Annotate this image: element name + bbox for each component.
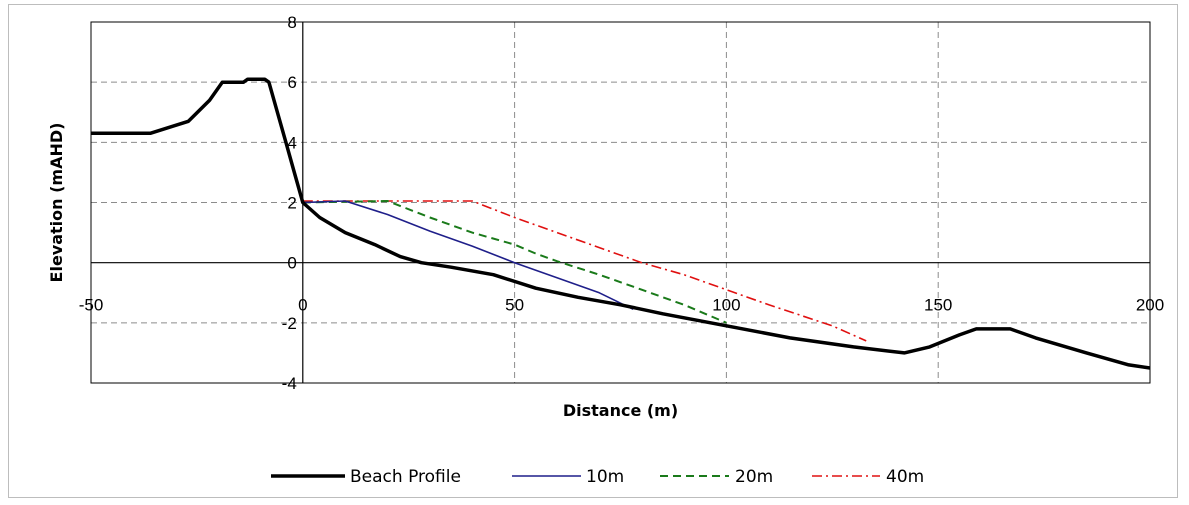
legend-label: 40m xyxy=(886,467,924,487)
x-tick-label: 200 xyxy=(1136,296,1164,315)
y-axis-title: Elevation (mAHD) xyxy=(47,123,66,283)
x-tick-label: 150 xyxy=(924,296,952,315)
y-tick-label: 0 xyxy=(287,254,296,273)
series-line-20m xyxy=(302,200,727,324)
series-layer xyxy=(91,77,1151,370)
series-line-40m xyxy=(302,200,867,342)
x-tick-label: -50 xyxy=(79,296,104,315)
x-axis-title: Distance (m) xyxy=(563,401,678,420)
x-tick-label: 100 xyxy=(712,296,740,315)
plot-area xyxy=(90,21,1151,384)
legend-label: 20m xyxy=(735,467,773,487)
y-tick-label: 6 xyxy=(287,73,296,92)
y-tick-label: 4 xyxy=(287,133,296,152)
chart-frame xyxy=(8,4,1178,498)
legend-label: Beach Profile xyxy=(350,467,461,487)
series-line-10m xyxy=(302,200,634,311)
x-tick-label: 50 xyxy=(505,296,524,315)
y-tick-label: -2 xyxy=(282,314,297,333)
legend: Beach Profile 10m 20m 40m xyxy=(271,467,924,487)
legend-label: 10m xyxy=(586,467,624,487)
x-tick-label: 0 xyxy=(298,296,307,315)
gridlines xyxy=(91,22,1150,383)
series-line-beach-profile xyxy=(91,77,1151,370)
y-tick-label: 8 xyxy=(287,13,296,32)
y-tick-label: 2 xyxy=(287,194,296,213)
y-tick-label: -4 xyxy=(282,374,297,393)
